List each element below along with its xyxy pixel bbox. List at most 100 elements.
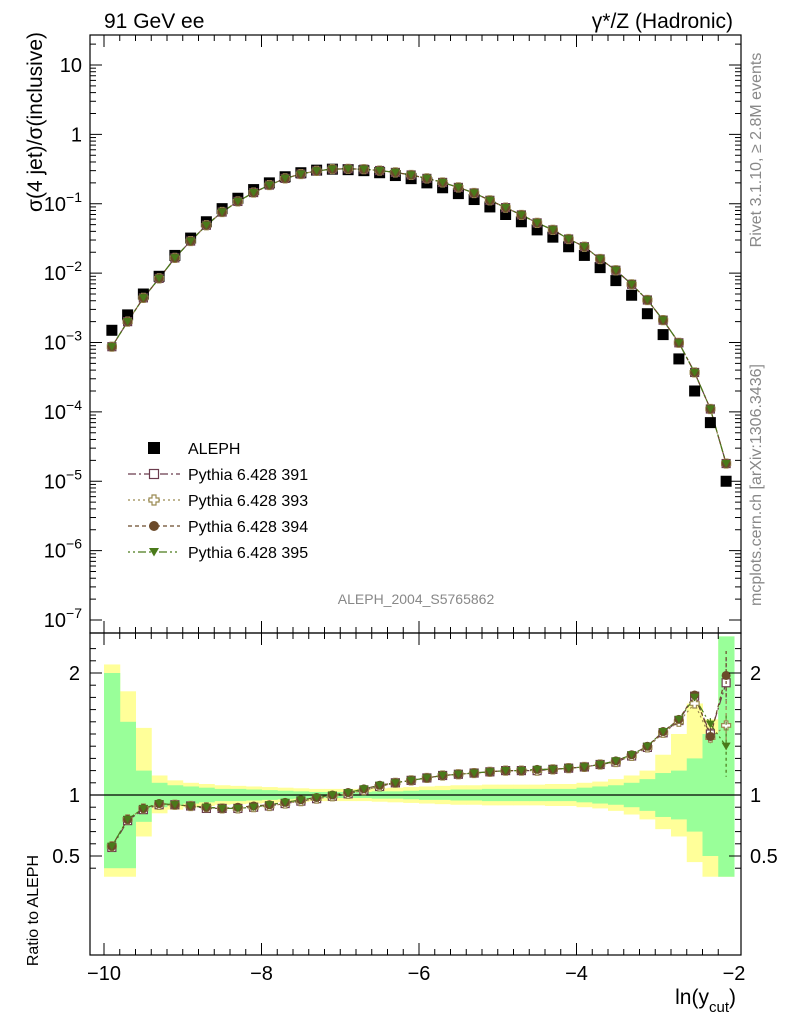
- ratio-point: [170, 801, 180, 809]
- ratio-point: [123, 815, 133, 824]
- ratio-point: [390, 779, 400, 787]
- series-line-top: [111, 168, 727, 464]
- series-line-ratio: [111, 696, 727, 847]
- y-tick-label-bottom-right: 1: [750, 785, 761, 807]
- mc-point: [375, 166, 385, 175]
- data-point-aleph: [689, 385, 701, 397]
- mc-point: [579, 243, 589, 251]
- data-point-aleph: [673, 353, 685, 365]
- data-point-aleph: [563, 241, 575, 253]
- mc-point: [343, 165, 353, 173]
- data-point-aleph: [500, 208, 512, 220]
- mc-point: [485, 196, 495, 205]
- ratio-point: [201, 803, 211, 812]
- legend-label: Pythia 6.428 391: [188, 467, 308, 484]
- ratio-point: [280, 798, 290, 807]
- series-line-top: [111, 168, 727, 464]
- ratio-point: [721, 670, 731, 680]
- y-tick-label-top: 10−1: [44, 189, 82, 216]
- ratio-point: [296, 796, 306, 804]
- ratio-point: [705, 731, 715, 741]
- ratio-point: [611, 757, 621, 765]
- analysis-label: ALEPH_2004_S5765862: [338, 591, 495, 607]
- mc-point: [154, 274, 164, 283]
- ratio-point: [312, 793, 322, 802]
- mc-point: [390, 168, 400, 177]
- top-panel-frame: [89, 34, 742, 634]
- legend-label-aleph: ALEPH: [188, 441, 240, 458]
- y-tick-label-top: 10−3: [44, 328, 82, 355]
- ratio-point: [690, 693, 700, 702]
- legend-marker-aleph: [148, 442, 160, 454]
- data-point-aleph: [578, 249, 590, 261]
- mc-point: [721, 459, 731, 468]
- mc-point: [422, 174, 432, 183]
- ratio-point: [343, 788, 353, 797]
- mc-point: [674, 339, 684, 347]
- ratio-point: [233, 804, 243, 813]
- x-tick-label: −4: [565, 963, 588, 985]
- mc-point: [280, 174, 290, 183]
- top-panel-marks: [106, 163, 732, 487]
- x-tick-label: −8: [250, 963, 273, 985]
- data-point-aleph: [594, 262, 606, 274]
- ratio-point: [658, 727, 668, 736]
- ratio-point: [359, 785, 369, 793]
- x-tick-label: −10: [87, 963, 121, 985]
- x-tick-label: −2: [723, 963, 746, 985]
- axes: −10 −8 −6 −4 −2 10−7 10−6 10−5 10−4 10−3 10−2 10−1 1…: [44, 34, 778, 985]
- series-line-top: [111, 168, 727, 464]
- ratio-point: [264, 801, 274, 809]
- legend-marker: [148, 468, 160, 480]
- y-tick-label-bottom: 2: [69, 663, 80, 685]
- mc-point: [595, 255, 605, 264]
- data-point-aleph: [610, 275, 622, 287]
- ratio-point: [579, 763, 589, 771]
- mc-point: [705, 405, 715, 414]
- legend-marker: [148, 494, 160, 506]
- mc-point: [658, 316, 668, 325]
- header-energy-label: 91 GeV ee: [104, 10, 204, 33]
- mc-point: [406, 171, 416, 180]
- ratio-point: [422, 774, 432, 782]
- mc-point: [627, 280, 637, 289]
- y-tick-label-bottom-right: 0.5: [750, 846, 778, 868]
- mcplots-label: mcplots.cern.ch [arXiv:1306.3436]: [748, 364, 765, 606]
- data-point-aleph: [468, 194, 480, 206]
- bottom-ylabel: Ratio to ALEPH: [25, 855, 42, 966]
- band-inner-bin: [718, 636, 735, 877]
- ratio-point: [516, 767, 526, 775]
- y-tick-label-top: 10: [60, 55, 82, 77]
- y-tick-label-top: 10−2: [44, 258, 82, 285]
- ratio-point: [186, 802, 196, 811]
- data-point-aleph: [704, 417, 716, 429]
- y-tick-label-top: 10−7: [44, 605, 82, 632]
- ratio-point: [501, 767, 511, 775]
- y-tick-label-bottom: 1: [69, 785, 80, 807]
- mc-point: [690, 368, 700, 377]
- xlabel-end: ): [729, 986, 736, 1009]
- mc-point: [201, 221, 211, 230]
- mc-point: [516, 211, 526, 219]
- ratio-point: [627, 751, 637, 759]
- ratio-point: [249, 803, 259, 812]
- mc-point: [453, 183, 463, 192]
- top-ylabel: σ(4 jet)/σ(inclusive): [24, 32, 47, 212]
- legend-label: Pythia 6.428 395: [188, 545, 308, 562]
- mc-point: [233, 197, 243, 206]
- data-point-aleph: [531, 224, 543, 236]
- ratio-point: [406, 776, 416, 785]
- mc-point: [107, 343, 117, 351]
- mc-point: [548, 226, 558, 234]
- ratio-point: [138, 804, 148, 813]
- mc-point: [186, 237, 196, 246]
- data-point-aleph: [626, 289, 638, 301]
- data-point-aleph: [547, 231, 559, 243]
- mc-point: [264, 181, 274, 190]
- ratio-point: [721, 742, 731, 751]
- xlabel: ln(ycut): [675, 986, 736, 1016]
- y-tick-label-top: 10−4: [44, 397, 82, 424]
- ratio-point: [327, 791, 337, 800]
- ratio-point: [548, 765, 558, 774]
